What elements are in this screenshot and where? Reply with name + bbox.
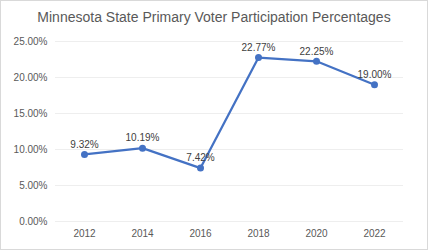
- svg-text:15.00%: 15.00%: [14, 108, 48, 119]
- svg-text:25.00%: 25.00%: [14, 36, 48, 47]
- svg-text:0.00%: 0.00%: [19, 216, 47, 227]
- html-text:Minnesota State Primary Voter: Minnesota State Primary Voter Participat…: [37, 9, 391, 25]
- svg-text:9.32%: 9.32%: [70, 139, 98, 150]
- svg-text:22.77%: 22.77%: [242, 42, 276, 53]
- svg-text:2012: 2012: [73, 228, 96, 239]
- svg-text:5.00%: 5.00%: [19, 180, 47, 191]
- svg-text:2022: 2022: [363, 228, 386, 239]
- svg-text:10.00%: 10.00%: [14, 144, 48, 155]
- svg-text:10.19%: 10.19%: [126, 132, 160, 143]
- svg-text:19.00%: 19.00%: [358, 69, 392, 80]
- svg-text:22.25%: 22.25%: [300, 46, 334, 57]
- svg-text:2018: 2018: [247, 228, 270, 239]
- svg-text:20.00%: 20.00%: [14, 72, 48, 83]
- svg-text:2014: 2014: [131, 228, 154, 239]
- svg-text:7.42%: 7.42%: [186, 152, 214, 163]
- svg-text:2016: 2016: [189, 228, 212, 239]
- svg-text:2020: 2020: [305, 228, 328, 239]
